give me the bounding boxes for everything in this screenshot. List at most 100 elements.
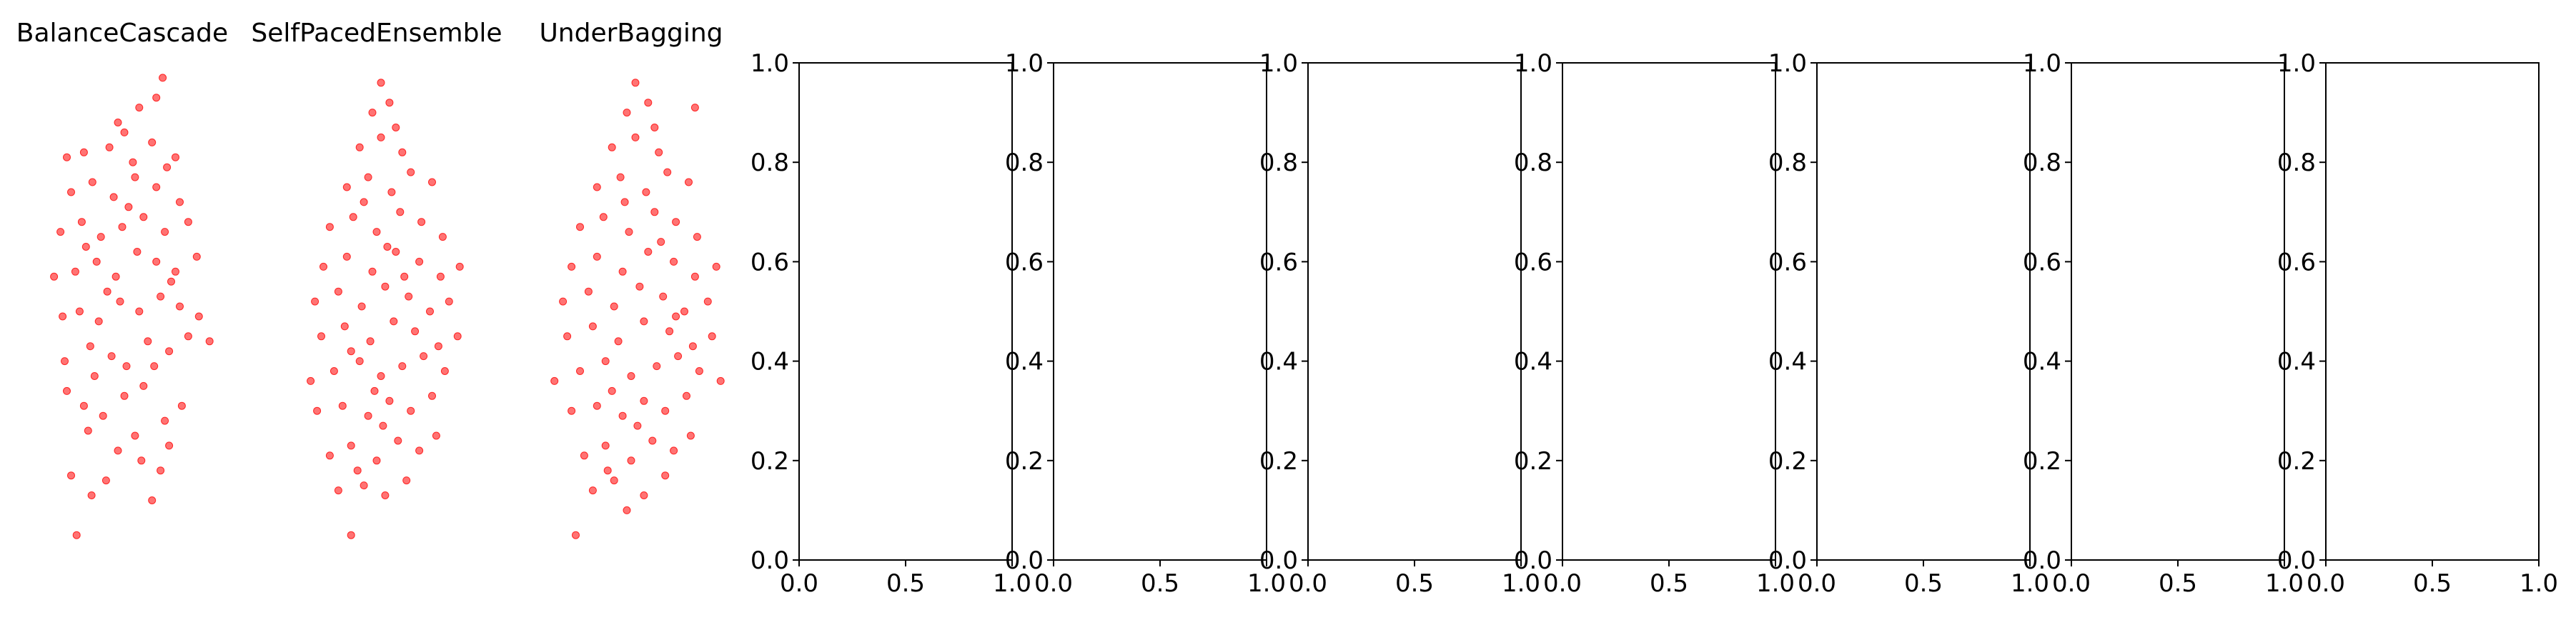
scatter-point [86,342,94,351]
scatter-point [377,372,385,380]
scatter-point [708,332,716,341]
scatter-point [99,411,107,420]
scatter-point [627,372,635,380]
x-tick-label: 0.0 [2052,569,2091,598]
scatter-point [347,347,355,356]
panels: BalanceCascade SelfPacedEnsemble UnderBagg… [16,19,2558,598]
y-tick-label: 1.0 [1768,49,1807,78]
y-tick-label: 1.0 [1005,49,1044,78]
scatter-point [61,357,69,366]
scatter-point [120,128,129,136]
y-tick-label: 0.8 [1768,149,1807,177]
scatter-point [122,362,131,371]
scatter-point [319,262,327,271]
y-tick-label: 0.2 [1005,447,1044,476]
scatter-point [77,218,86,226]
scatter-point [116,297,124,306]
scatter-point [172,267,179,276]
scatter-point [627,456,635,465]
y-tick-label: 0.0 [2023,546,2061,575]
y-tick-label: 0.6 [2023,248,2061,276]
scatter-point [398,148,407,156]
scatter-point [172,153,179,161]
scatter-point [415,257,424,266]
y-tick-label: 0.4 [750,348,789,376]
scatter-point [366,337,375,346]
scatter-point [426,307,434,316]
scatter-point [620,198,629,206]
scatter-point [372,228,381,236]
scatter-point [177,401,186,410]
scatter-point [631,79,640,87]
panel-6: 0.0 0.2 0.4 0.6 0.8 1.0 0.0 0.5 1.0 [1259,49,1540,598]
y-tick-label: 0.6 [1768,248,1807,276]
panel-title: BalanceCascade [16,19,228,48]
scatter-point [398,362,407,371]
scatter-point [148,138,157,146]
x-tick-label: 0.0 [1289,569,1327,598]
scatter-point [114,446,122,455]
scatter-point [407,168,415,176]
panel-9: 0.0 0.2 0.4 0.6 0.8 1.0 0.0 0.5 1.0 [2023,49,2304,598]
scatter-point [695,367,703,375]
y-tick-label: 0.2 [750,447,789,476]
y-tick-label: 1.0 [1259,49,1298,78]
panel-2: SelfPacedEnsemble [251,19,502,539]
scatter-point [325,451,334,460]
scatter-point [349,213,357,221]
scatter-point [87,491,96,499]
scatter-point [396,208,405,216]
scatter-point [192,252,201,261]
scatter-point [659,292,668,301]
scatter-point [683,391,690,400]
scatter-point [674,352,683,361]
y-tick-label: 1.0 [750,49,789,78]
scatter-point [633,421,642,430]
scatter-point [653,362,661,371]
y-tick-label: 0.4 [1005,348,1044,376]
axes-frame [1053,62,1267,561]
y-tick-label: 0.0 [750,546,789,575]
y-tick-label: 0.8 [750,149,789,177]
scatter-point [407,406,415,415]
scatter-point [184,218,192,226]
scatter-point [712,262,720,271]
y-tick-label: 0.2 [1768,447,1807,476]
scatter-point [59,312,67,321]
panel-4: 0.0 0.2 0.4 0.6 0.8 1.0 0.0 0.5 1.0 [750,49,1031,598]
scatter-point [655,148,663,156]
scatter-point [84,426,92,435]
scatter-point [716,376,725,385]
scatter-point [648,436,657,445]
y-tick-label: 0.8 [1005,149,1044,177]
y-tick-label: 0.0 [1768,546,1807,575]
scatter-point [364,411,372,420]
scatter-point [599,213,608,221]
scatter-point [685,178,693,186]
scatter-point [161,228,169,236]
scatter-point [650,124,659,131]
y-tick-label: 0.4 [1259,348,1298,376]
axes-frame [1816,62,2031,561]
scatter-point [355,357,364,366]
scatter-point [75,307,84,316]
scatter-point [150,362,159,371]
scatter-point [313,406,322,415]
scatter-point [184,332,192,341]
scatter-point [67,471,75,480]
scatter-point [148,496,157,504]
scatter-point [610,476,618,485]
x-tick-label: 1.0 [2520,569,2558,598]
scatter-point [377,79,385,87]
y-tick-label: 0.8 [1514,149,1552,177]
scatter-point [568,406,576,415]
scatter-point [608,143,616,151]
scatter-point [360,198,368,206]
scatter-point [50,272,59,281]
x-tick-label: 0.5 [2413,569,2452,598]
scatter-point [385,99,394,107]
scatter-point [618,411,627,420]
scatter-point [317,332,325,341]
scatter-point [661,406,670,415]
scatter-point [593,183,601,191]
